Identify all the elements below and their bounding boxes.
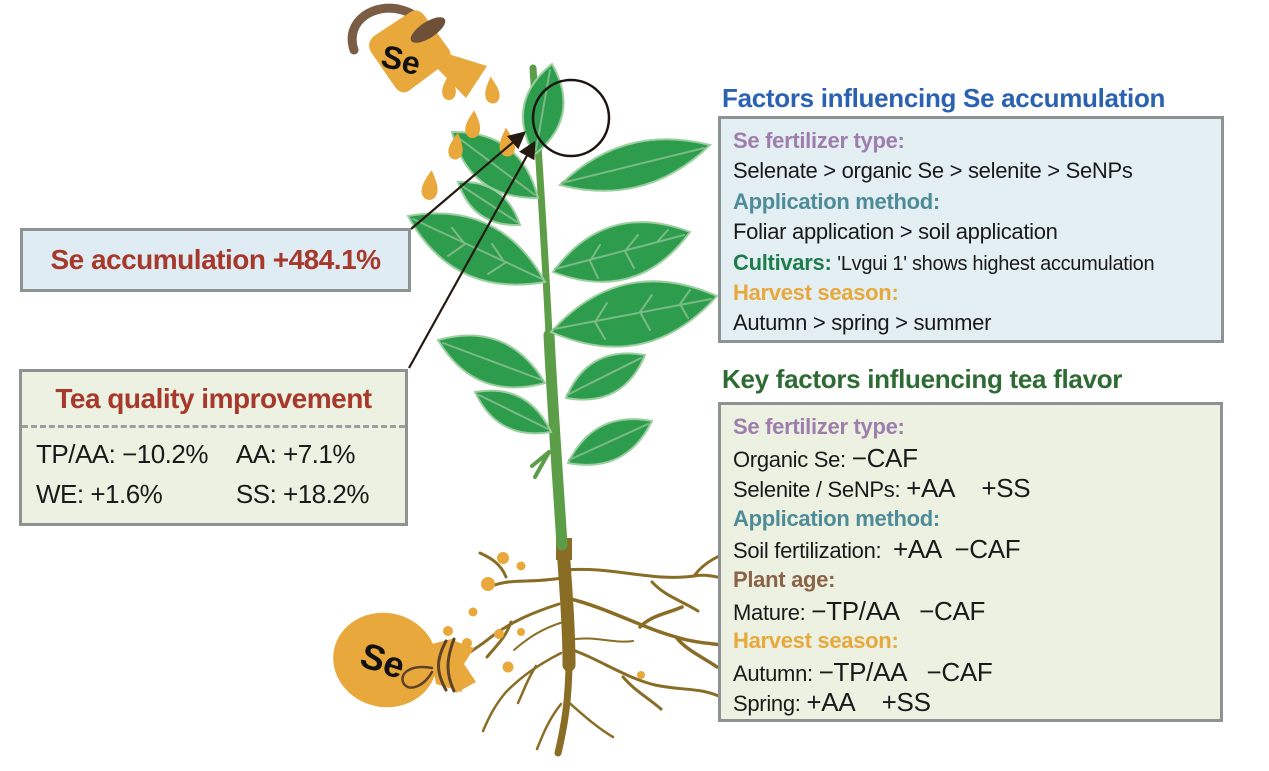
panel-line-segment: +AA −CAF	[893, 534, 1021, 565]
panel-line-segment: −TP/AA −CAF	[811, 595, 986, 626]
can-opening	[410, 17, 446, 43]
panel-line-segment: Organic Se:	[733, 446, 852, 472]
tea-flavor-panel: Se fertilizer type: Organic Se: −CAF Selen…	[718, 402, 1223, 722]
panel-line: Se fertilizer type:	[733, 412, 1210, 443]
annotation-circle	[531, 78, 611, 158]
panel-line: Application method:	[733, 187, 1211, 217]
panel-line: Selenite / SeNPs: +AA +SS	[733, 473, 1210, 504]
arrow-from-quality-box	[408, 140, 536, 369]
panel-line: Se fertilizer type:	[733, 126, 1211, 156]
panel-line-segment: Soil fertilization:	[733, 538, 893, 564]
panel-line-segment: Selenate > organic Se > selenite > SeNPs	[733, 158, 1133, 184]
panel-line-segment: +AA +SS	[806, 687, 931, 718]
leaf-veins	[412, 69, 712, 461]
tea-quality-title: Tea quality improvement	[22, 372, 405, 428]
bag-tie	[437, 637, 456, 693]
panel-line: Soil fertilization: +AA −CAF	[733, 534, 1210, 565]
panel-line-segment: Se fertilizer type:	[733, 414, 905, 439]
panel-line: Application method:	[733, 504, 1210, 535]
panel-line-segment: Autumn > spring > summer	[733, 310, 992, 336]
panel-line-segment: Application method:	[733, 505, 940, 531]
panel-line-segment: 'Lvgui 1' shows highest accumulation	[837, 252, 1155, 275]
panel-line-segment: +AA +SS	[906, 473, 1031, 504]
se-accumulation-panel-title: Factors influencing Se accumulation	[722, 83, 1166, 113]
panel-line-segment: Plant age:	[733, 566, 836, 592]
roots	[450, 541, 759, 757]
panel-line-segment: Se fertilizer type:	[733, 128, 905, 153]
panel-line: Selenate > organic Se > selenite > SeNPs	[733, 156, 1211, 186]
panel-line-segment: Foliar application > soil application	[733, 219, 1058, 245]
quality-stat: AA: +7.1%	[235, 439, 356, 469]
panel-line: Autumn: −TP/AA −CAF	[733, 657, 1210, 688]
se-particles	[443, 552, 645, 679]
quality-stat: WE: +1.6%	[36, 479, 163, 509]
panel-line-segment: −CAF	[851, 442, 918, 473]
panel-line-segment: Cultivars:	[733, 249, 832, 275]
tea-flavor-panel-title: Key factors influencing tea flavor	[722, 364, 1123, 394]
tea-quality-callout: Tea quality improvement TP/AA: −10.2% AA:…	[19, 369, 408, 526]
bag-tie-loop	[401, 665, 434, 689]
se-accumulation-text: Se accumulation +484.1%	[50, 244, 381, 275]
arrow-from-accumulation-box	[410, 131, 527, 230]
panel-line-segment: Application method:	[733, 188, 940, 214]
panel-line: Plant age:	[733, 565, 1210, 596]
panel-line: Spring: +AA +SS	[733, 687, 1210, 718]
quality-stat: SS: +18.2%	[235, 479, 370, 509]
panel-line: Harvest season:	[733, 278, 1211, 308]
panel-line: Organic Se: −CAF	[733, 443, 1210, 474]
se-accumulation-callout: Se accumulation +484.1%	[20, 228, 411, 292]
watering-can: Se	[347, 3, 487, 98]
se-bag: Se	[333, 612, 476, 708]
panel-line: Autumn > spring > summer	[733, 308, 1211, 338]
se-drops	[421, 74, 515, 200]
panel-line-segment: Selenite / SeNPs:	[733, 477, 907, 503]
panel-line: Mature: −TP/AA −CAF	[733, 596, 1210, 627]
tea-leaves	[406, 62, 719, 466]
tea-quality-stats: TP/AA: −10.2% AA: +7.1% WE: +1.6% SS: +18.2…	[22, 428, 405, 523]
se-accumulation-panel: Se fertilizer type: Selenate > organic Se…	[718, 116, 1224, 343]
panel-line-segment: −TP/AA −CAF	[818, 656, 993, 687]
panel-line: Cultivars: 'Lvgui 1' shows highest accum…	[733, 248, 1211, 278]
panel-line-segment: Harvest season:	[733, 279, 899, 305]
can-spout	[433, 52, 487, 98]
panel-line: Foliar application > soil application	[733, 217, 1211, 247]
panel-line-segment: Mature:	[733, 599, 812, 625]
panel-line: Harvest season:	[733, 626, 1210, 657]
panel-line-segment: Harvest season:	[733, 628, 899, 654]
panel-line-segment: Autumn:	[733, 660, 819, 686]
panel-line-segment: Spring:	[733, 691, 807, 717]
quality-stat: TP/AA: −10.2%	[36, 439, 208, 469]
